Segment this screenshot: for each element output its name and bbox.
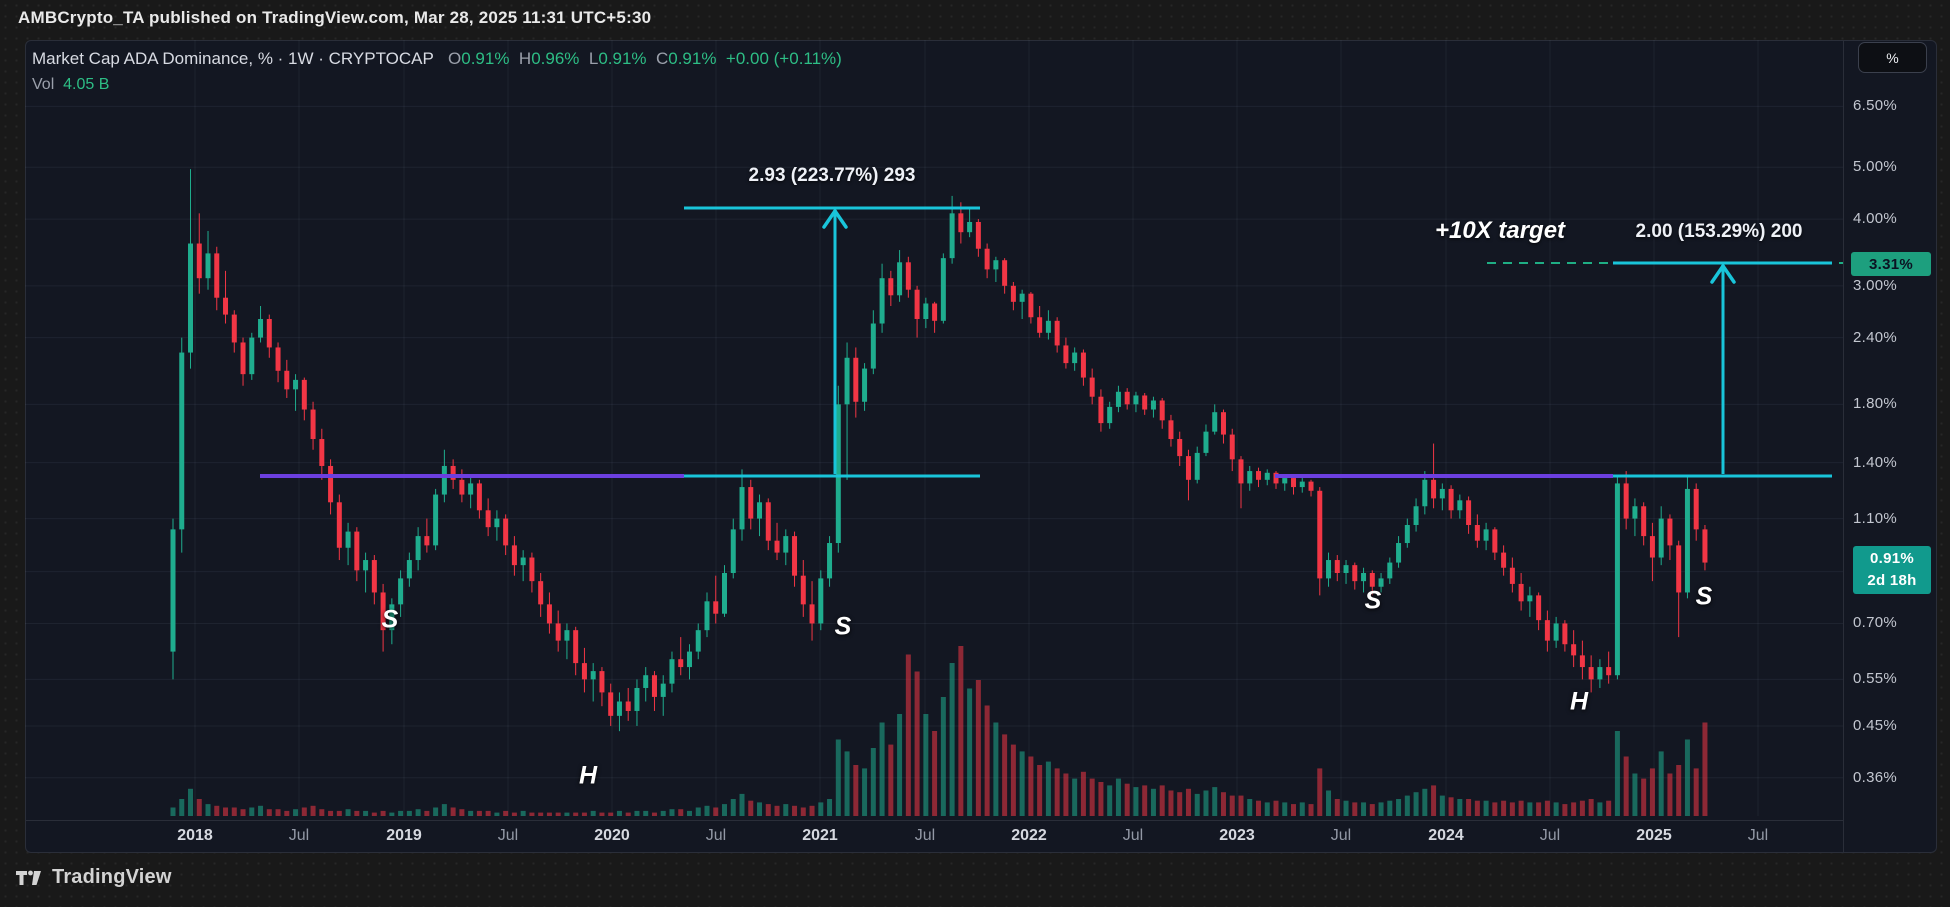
low-value: 0.91% [598, 49, 647, 68]
attribution-text: AMBCrypto_TA published on TradingView.co… [18, 8, 652, 27]
legend-row-main: Market Cap ADA Dominance, % · 1W · CRYPT… [32, 49, 842, 69]
tradingview-logo-text: TradingView [52, 866, 172, 888]
symbol-title: Market Cap ADA Dominance, % · 1W · CRYPT… [32, 49, 434, 68]
time-axis-label: Jul [497, 827, 519, 844]
high-value: 0.96% [531, 49, 580, 68]
time-axis-label: Jul [914, 827, 936, 844]
pattern-letter-s: S [1695, 582, 1713, 611]
price-axis-label: 3.00% [1853, 276, 1898, 294]
price-axis-label: 1.80% [1853, 395, 1898, 413]
pattern-letter-s: S [381, 605, 399, 634]
time-axis-label: Jul [1330, 827, 1352, 844]
price-axis-label: 5.00% [1853, 158, 1898, 176]
time-axis-border [25, 820, 1843, 821]
target-label: +10X target [1434, 217, 1566, 244]
time-axis-label: 2020 [594, 827, 630, 844]
price-axis-label: 6.50% [1853, 97, 1898, 115]
last-price-value: 0.91% [1869, 550, 1915, 568]
time-axis-label: 2023 [1219, 827, 1255, 844]
time-axis-label: 2018 [177, 827, 213, 844]
time-axis-label: 2021 [802, 827, 838, 844]
open-value: 0.91% [461, 49, 510, 68]
time-axis-label: 2022 [1011, 827, 1047, 844]
price-axis-label: 4.00% [1853, 210, 1898, 228]
chart-panel [25, 40, 1937, 853]
price-axis-label: 2.40% [1853, 328, 1898, 346]
price-axis-label: 0.70% [1853, 614, 1898, 632]
tradingview-logo-icon [16, 870, 41, 885]
time-axis-label: Jul [288, 827, 310, 844]
change-value: +0.00 (+0.11%) [725, 49, 842, 68]
measure-label: 2.00 (153.29%) 200 [1635, 221, 1803, 242]
low-label: L [588, 49, 599, 68]
price-axis-label: 0.36% [1853, 768, 1898, 786]
price-axis-label: 0.45% [1853, 716, 1898, 734]
time-axis-label: 2025 [1636, 827, 1672, 844]
pattern-letter-h: H [578, 761, 598, 790]
pattern-letter-h: H [1569, 687, 1589, 716]
price-axis-label: 1.40% [1853, 453, 1898, 471]
time-axis-label: Jul [705, 827, 727, 844]
legend-row-volume: Vol 4.05 B [32, 76, 842, 94]
bar-countdown: 2d 18h [1867, 572, 1917, 589]
high-label: H [518, 49, 532, 68]
time-axis-label: 2019 [386, 827, 422, 844]
price-axis-label: 0.55% [1853, 670, 1898, 688]
volume-label: Vol [32, 76, 55, 93]
pattern-letter-s: S [834, 612, 852, 641]
close-label: C [655, 49, 669, 68]
time-axis-label: Jul [1747, 827, 1769, 844]
tradingview-logo[interactable]: TradingView [16, 866, 172, 889]
symbol-legend[interactable]: Market Cap ADA Dominance, % · 1W · CRYPT… [32, 49, 842, 94]
pattern-letter-s: S [1364, 586, 1382, 615]
time-axis-label: 2024 [1428, 827, 1464, 844]
volume-value: 4.05 B [63, 76, 110, 93]
time-axis-label: Jul [1122, 827, 1144, 844]
price-axis-label: 1.10% [1853, 509, 1898, 527]
open-label: O [448, 49, 462, 68]
last-price-badge: 0.91% 2d 18h [1853, 546, 1931, 594]
price-axis-border [1843, 40, 1844, 853]
close-value: 0.91% [668, 49, 717, 68]
target-price-badge: 3.31% [1851, 252, 1931, 276]
measure-label: 2.93 (223.77%) 293 [748, 165, 916, 186]
time-axis-label: Jul [1539, 827, 1561, 844]
percent-scale-button[interactable]: % [1858, 42, 1927, 73]
